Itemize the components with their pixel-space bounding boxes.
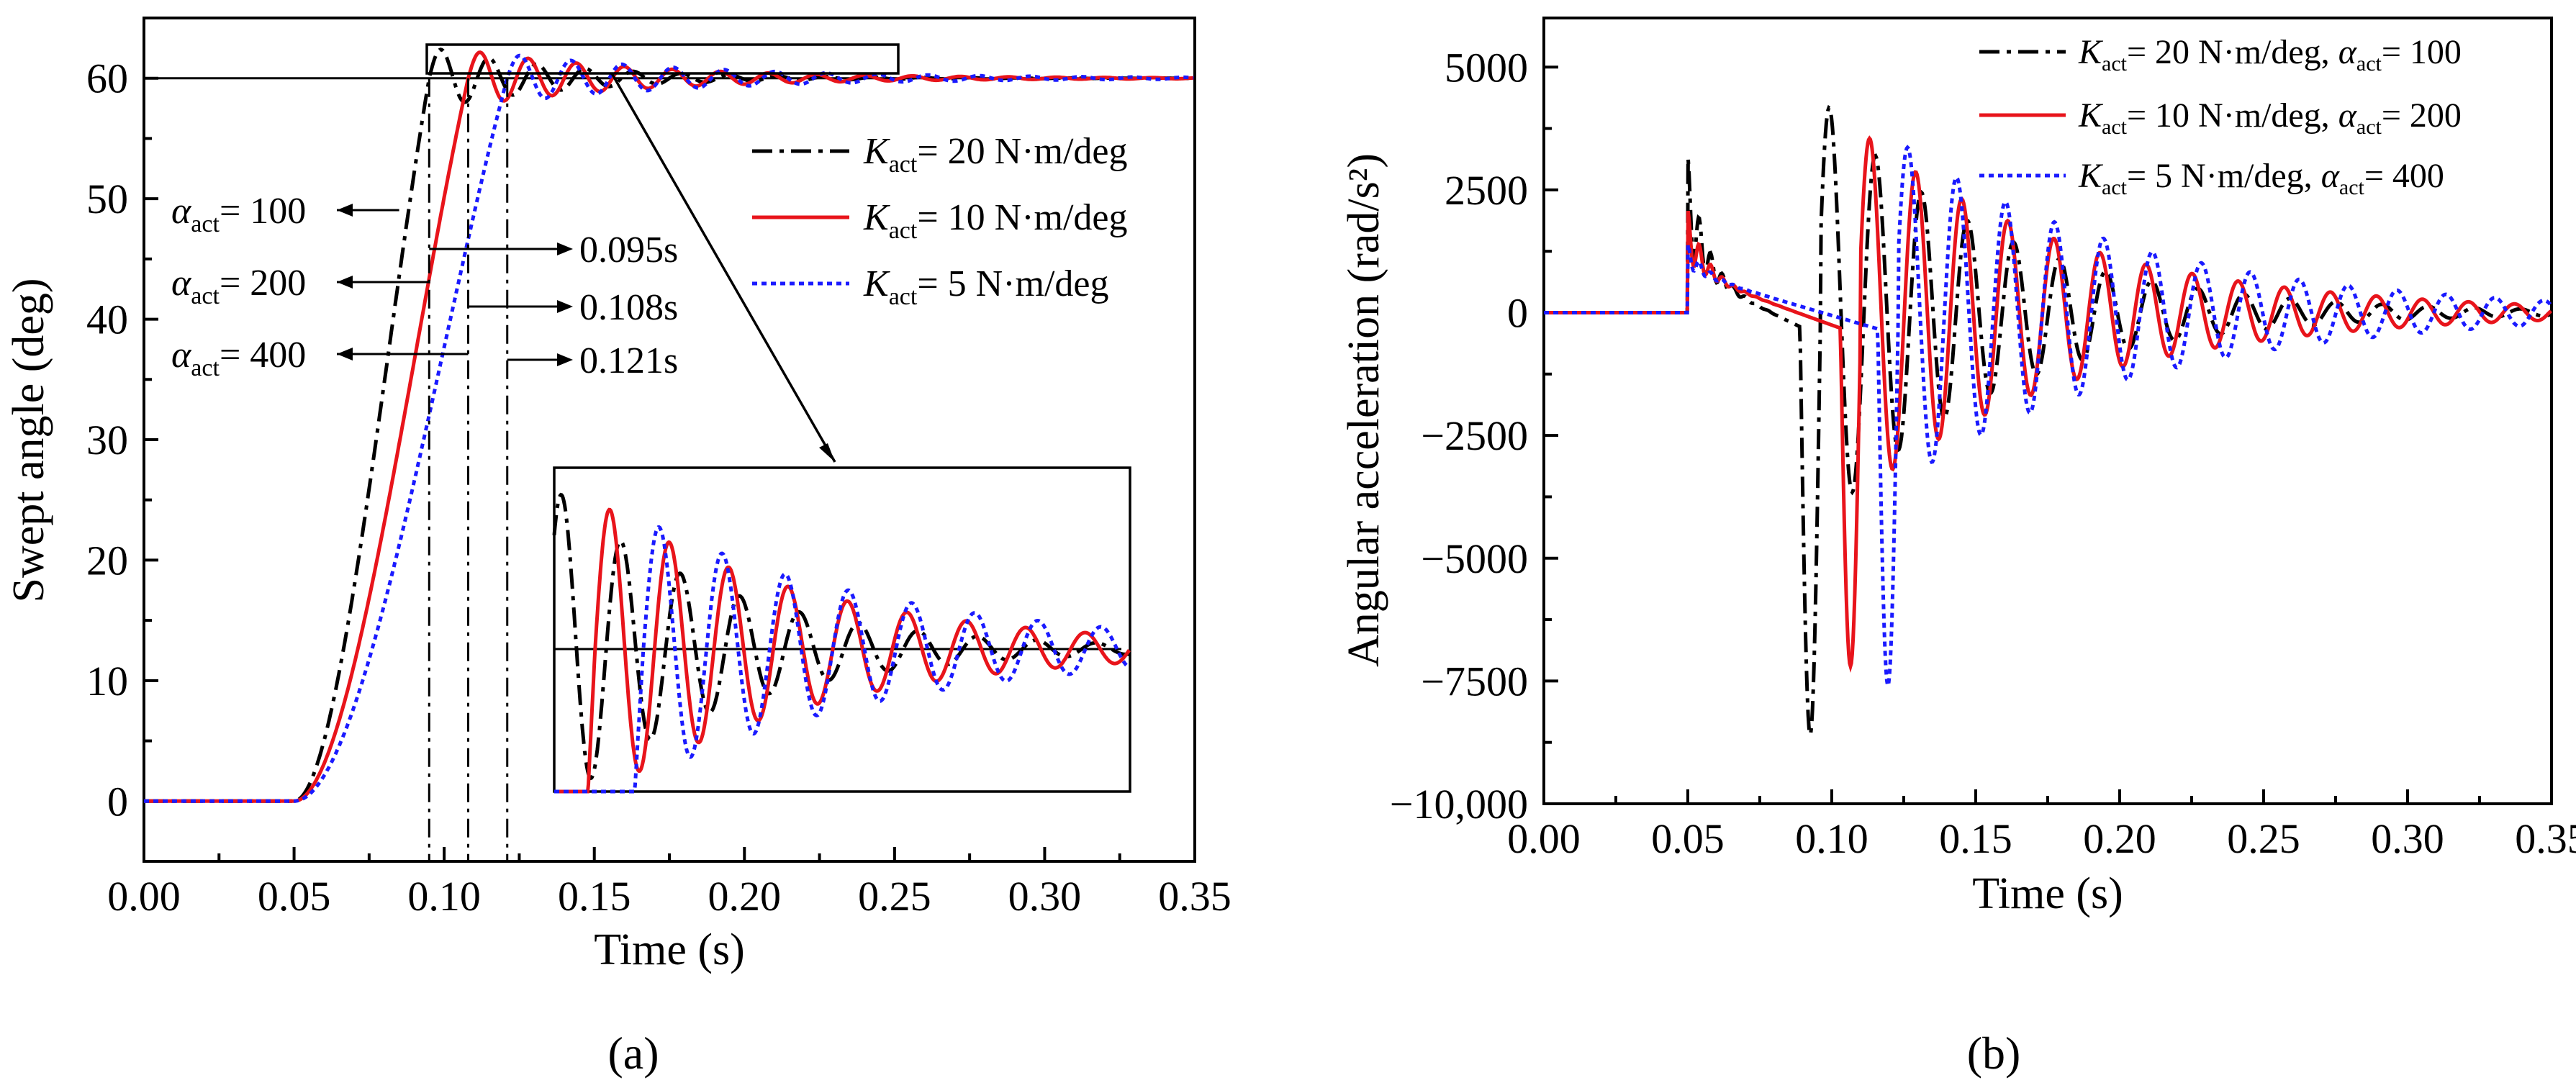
y-tick-label-a: 10	[86, 658, 128, 704]
alpha-arrowhead-2	[337, 348, 353, 361]
legend-a: Kact= 20 N·m/deg Kact= 10 N·m/deg Kact= 5 …	[752, 131, 1128, 310]
plot-frame-b	[1542, 17, 2553, 805]
series-line-b-1	[1544, 135, 2552, 674]
series-line-b-2	[1544, 145, 2553, 690]
x-tick-label-b: 0.20	[2083, 815, 2156, 862]
zoom-arrowhead	[819, 443, 835, 462]
x-tick-label-a: 0.30	[1008, 873, 1082, 920]
y-tick-label-b: −7500	[1421, 658, 1528, 704]
x-tick-label-a: 0.35	[1158, 873, 1231, 920]
series-line-a-2	[144, 53, 1194, 803]
alpha-label-2: αact= 400	[171, 335, 306, 381]
y-tick-label-a: 30	[86, 417, 128, 463]
y-tick-label-a: 40	[86, 296, 128, 343]
legend-b: Kact= 20 N·m/deg, αact= 100 Kact= 10 N·m/…	[1979, 33, 2462, 199]
inset-series-line-0	[552, 492, 1130, 781]
time-arrowhead-1	[557, 300, 573, 313]
zoom-region-box	[425, 43, 900, 75]
x-tick-label-b: 0.30	[2371, 815, 2444, 862]
y-tick-label-a: 50	[86, 176, 128, 222]
y-tick-label-b: 0	[1507, 290, 1528, 337]
y-tick-label-b: −10,000	[1390, 781, 1528, 828]
legend-label-b-2: Kact= 5 N·m/deg, αact= 400	[2078, 157, 2444, 199]
panel-label-a: (a)	[607, 1028, 659, 1079]
x-axis-label-a: Time (s)	[594, 925, 745, 974]
panel-b: 0.00 0.05 0.10 0.15 0.20 0.25 0.30 0.35 −10,000 −…	[1339, 17, 2576, 1079]
x-tick-label-b: 0.05	[1651, 815, 1725, 862]
y-axis-label-a: Swept angle (deg)	[4, 278, 53, 602]
alpha-label-1: αact= 200	[171, 263, 306, 309]
x-axis-label-b: Time (s)	[1972, 869, 2123, 918]
time-label-2: 0.121s	[579, 340, 678, 381]
legend-label-a-2: Kact= 5 N·m/deg	[863, 263, 1109, 310]
legend-label-b-0: Kact= 20 N·m/deg, αact= 100	[2078, 33, 2462, 76]
legend-label-b-1: Kact= 10 N·m/deg, αact= 200	[2078, 96, 2462, 139]
x-tick-label-a: 0.15	[558, 873, 631, 920]
x-tick-label-b: 0.00	[1507, 815, 1581, 862]
y-tick-label-a: 60	[86, 55, 128, 102]
x-tick-label-a: 0.25	[858, 873, 931, 920]
series-line-b-0	[1544, 104, 2552, 740]
panel-label-b: (b)	[1967, 1028, 2021, 1079]
panel-a: 0.00 0.05 0.10 0.15 0.20 0.25 0.30 0.35 0 10 20 30 4…	[4, 17, 1231, 1079]
y-tick-label-b: −5000	[1421, 535, 1528, 582]
time-label-1: 0.108s	[579, 287, 678, 328]
x-tick-label-b: 0.10	[1795, 815, 1868, 862]
time-arrowhead-0	[557, 242, 573, 255]
legend-label-a-0: Kact= 20 N·m/deg	[863, 131, 1128, 178]
x-tick-label-b: 0.35	[2515, 815, 2576, 862]
x-tick-label-b: 0.15	[1939, 815, 2012, 862]
x-tick-label-a: 0.00	[107, 873, 181, 920]
alpha-label-0: αact= 100	[171, 191, 306, 237]
time-arrowhead-2	[557, 353, 573, 366]
x-tick-label-a: 0.20	[708, 873, 782, 920]
legend-label-a-1: Kact= 10 N·m/deg	[863, 197, 1128, 244]
y-tick-label-b: 2500	[1445, 167, 1528, 214]
x-tick-label-a: 0.10	[407, 873, 481, 920]
zoom-arrow	[610, 73, 836, 463]
y-tick-label-b: 5000	[1445, 44, 1528, 91]
time-label-0: 0.095s	[579, 230, 678, 271]
y-axis-label-b: Angular acceleration (rad/s²)	[1339, 153, 1388, 667]
inset-series-line-2	[554, 525, 1131, 794]
x-tick-label-b: 0.25	[2227, 815, 2300, 862]
alpha-arrowhead-0	[337, 204, 353, 217]
alpha-arrowhead-1	[337, 276, 353, 289]
y-tick-label-a: 0	[107, 778, 128, 825]
y-tick-label-a: 20	[86, 537, 128, 584]
x-tick-label-a: 0.05	[258, 873, 331, 920]
y-tick-label-b: −2500	[1421, 412, 1528, 459]
zoom-inset	[553, 466, 1131, 793]
